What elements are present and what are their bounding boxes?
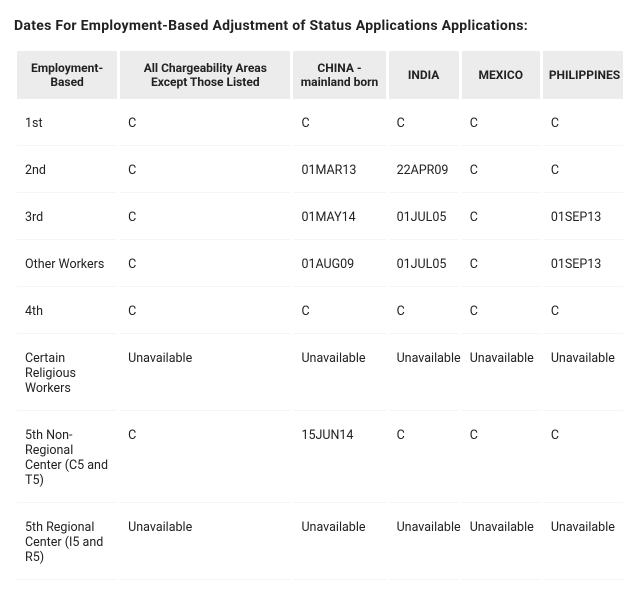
cell: 01JUL05 [389, 196, 459, 240]
cell: C [543, 102, 623, 146]
cell: C [120, 149, 290, 193]
cell: 01SEP13 [543, 196, 623, 240]
cell: Certain Religious Workers [17, 337, 117, 411]
cell: Unavailable [462, 337, 540, 411]
table-row: Certain Religious Workers Unavailable Un… [17, 337, 623, 411]
cell: C [543, 290, 623, 334]
cell: Other Workers [17, 243, 117, 287]
cell: Unavailable [389, 506, 459, 580]
cell: C [462, 414, 540, 503]
cell: C [389, 414, 459, 503]
visa-table: Employment- Based All Chargeability Area… [14, 48, 626, 583]
cell: 4th [17, 290, 117, 334]
cell: C [389, 102, 459, 146]
col-header-employment: Employment- Based [17, 51, 117, 99]
table-body: 1st C C C C C 2nd C 01MAR13 22APR09 C C … [17, 102, 623, 580]
cell: C [462, 149, 540, 193]
table-row: 4th C C C C C [17, 290, 623, 334]
table-row: 1st C C C C C [17, 102, 623, 146]
cell: 3rd [17, 196, 117, 240]
table-row: 5th Non-Regional Center (C5 and T5) C 15… [17, 414, 623, 503]
cell: Unavailable [120, 506, 290, 580]
table-row: Other Workers C 01AUG09 01JUL05 C 01SEP1… [17, 243, 623, 287]
cell: 5th Non-Regional Center (C5 and T5) [17, 414, 117, 503]
cell: 01MAY14 [293, 196, 385, 240]
cell: Unavailable [543, 506, 623, 580]
cell: Unavailable [120, 337, 290, 411]
cell: C [543, 414, 623, 503]
cell: 01MAR13 [293, 149, 385, 193]
cell: Unavailable [543, 337, 623, 411]
cell: 01SEP13 [543, 243, 623, 287]
col-header-india: INDIA [389, 51, 459, 99]
col-header-mexico: MEXICO [462, 51, 540, 99]
table-header-row: Employment- Based All Chargeability Area… [17, 51, 623, 99]
cell: 01AUG09 [293, 243, 385, 287]
col-header-philippines: PHILIPPINES [543, 51, 623, 99]
table-row: 5th Regional Center (I5 and R5) Unavaila… [17, 506, 623, 580]
cell: C [120, 414, 290, 503]
cell: 1st [17, 102, 117, 146]
cell: C [120, 196, 290, 240]
cell: 01JUL05 [389, 243, 459, 287]
table-row: 2nd C 01MAR13 22APR09 C C [17, 149, 623, 193]
cell: Unavailable [462, 506, 540, 580]
table-row: 3rd C 01MAY14 01JUL05 C 01SEP13 [17, 196, 623, 240]
cell: Unavailable [293, 337, 385, 411]
cell: 5th Regional Center (I5 and R5) [17, 506, 117, 580]
cell: 2nd [17, 149, 117, 193]
cell: C [462, 196, 540, 240]
cell: C [293, 102, 385, 146]
page-title: Dates For Employment-Based Adjustment of… [14, 18, 626, 34]
col-header-all-areas: All Chargeability Areas Except Those Lis… [120, 51, 290, 99]
cell: C [120, 102, 290, 146]
cell: 15JUN14 [293, 414, 385, 503]
cell: Unavailable [293, 506, 385, 580]
cell: C [462, 290, 540, 334]
cell: C [120, 290, 290, 334]
cell: C [389, 290, 459, 334]
cell: C [462, 243, 540, 287]
cell: Unavailable [389, 337, 459, 411]
cell: 22APR09 [389, 149, 459, 193]
col-header-china: CHINA - mainland born [293, 51, 385, 99]
cell: C [120, 243, 290, 287]
cell: C [543, 149, 623, 193]
cell: C [462, 102, 540, 146]
cell: C [293, 290, 385, 334]
